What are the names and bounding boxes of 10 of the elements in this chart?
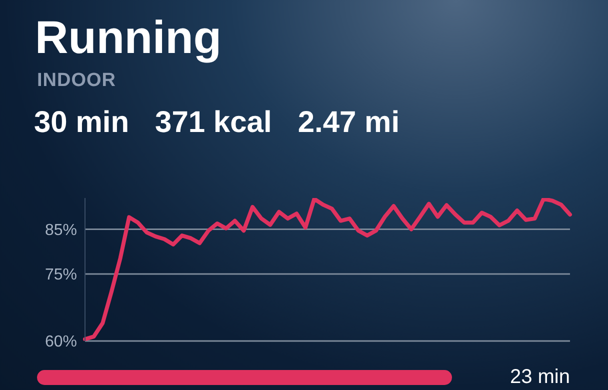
- text: 2.47 mi: [298, 106, 400, 139]
- y-tick-label: 60%: [44, 334, 77, 351]
- line-series: [83, 198, 572, 341]
- y-tick-label: 75%: [44, 266, 77, 284]
- text: 23 min: [510, 366, 570, 389]
- text: 30 min: [34, 106, 130, 139]
- chart-title: Running: [35, 10, 222, 64]
- chart-subtitle: INDOOR: [37, 70, 116, 92]
- text: 371 kcal: [155, 106, 272, 139]
- y-tick-label: 85%: [44, 222, 77, 239]
